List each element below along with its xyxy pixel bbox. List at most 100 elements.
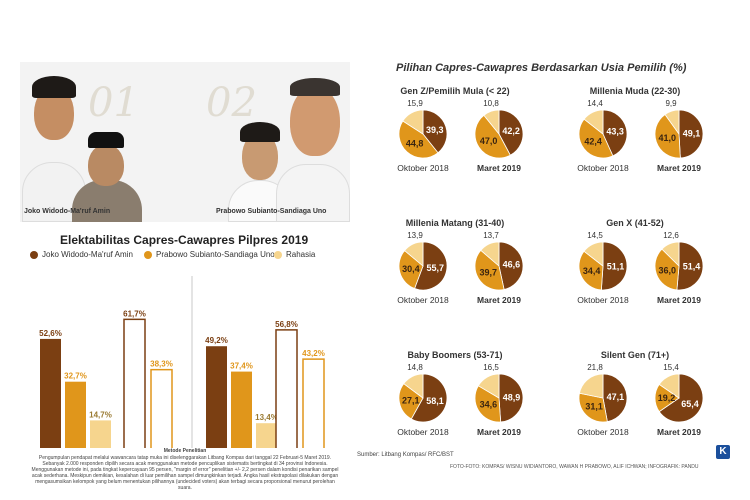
bar-3-1 bbox=[302, 358, 325, 448]
pie-slice-1-1-0 bbox=[678, 109, 704, 159]
pie-slice-4-0-1 bbox=[398, 383, 424, 420]
bar-2-1 bbox=[231, 371, 252, 448]
metode-title: Metode Penelitian bbox=[163, 448, 207, 454]
pie-label-3-1-2: 12,6 bbox=[663, 231, 679, 240]
pie-period-2-0: Oktober 2018 bbox=[397, 295, 449, 305]
pie-label-2-0-0: 55,7 bbox=[427, 263, 445, 273]
pie-label-5-0-2: 21,8 bbox=[587, 363, 603, 372]
bar-label-0-2: 14,7% bbox=[89, 410, 112, 419]
source-note: Sumber: Litbang Kompas/ RFC/BST bbox=[357, 452, 454, 458]
bar-label-3-0: 56,8% bbox=[275, 320, 298, 329]
pie-label-5-1-2: 15,4 bbox=[663, 363, 679, 372]
bar-label-2-1: 37,4% bbox=[230, 362, 253, 371]
pie-slice-0-0-0 bbox=[422, 109, 448, 154]
pie-label-2-1-1: 39,7 bbox=[480, 267, 498, 277]
number-01: 01 bbox=[88, 80, 139, 126]
pie-label-0-1-1: 47,0 bbox=[480, 136, 498, 146]
pie-slice-1-0-0 bbox=[602, 109, 628, 157]
pie-label-1-0-1: 42,4 bbox=[584, 137, 602, 147]
pie-label-2-1-2: 13,7 bbox=[483, 231, 499, 240]
pie-period-1-0: Oktober 2018 bbox=[577, 163, 629, 173]
pie-label-0-0-1: 44,8 bbox=[406, 138, 424, 148]
bar-2-2 bbox=[256, 423, 277, 448]
pie-slice-0-1-0 bbox=[498, 109, 524, 156]
pie-slice-4-1-0 bbox=[498, 373, 524, 423]
bar-0-1 bbox=[65, 381, 86, 448]
pie-slice-3-0-1 bbox=[578, 250, 604, 291]
caption-prabowo-sandiaga: Prabowo Subianto-Sandiaga Uno bbox=[216, 208, 327, 215]
pie-label-0-0-2: 15,9 bbox=[407, 99, 423, 108]
pie-label-3-0-2: 14,5 bbox=[587, 231, 603, 240]
pie-slice-1-1-1 bbox=[654, 113, 681, 159]
pie-label-1-1-1: 41,0 bbox=[658, 133, 676, 143]
legend-label-prabowo: Prabowo Subianto-Sandiaga Uno bbox=[156, 250, 275, 259]
bar-label-3-1: 43,2% bbox=[302, 349, 325, 358]
pie-label-1-1-2: 9,9 bbox=[665, 99, 677, 108]
pie-slice-3-0-2 bbox=[583, 241, 604, 267]
pie-period-4-0: Oktober 2018 bbox=[397, 427, 449, 437]
jokowi-portrait bbox=[20, 62, 90, 222]
pie-slice-4-0-2 bbox=[403, 373, 424, 399]
pie-slice-5-1-2 bbox=[658, 373, 680, 399]
pie-label-3-0-1: 34,4 bbox=[583, 266, 601, 276]
kompas-logo: K bbox=[716, 445, 730, 459]
pie-label-2-0-1: 30,4 bbox=[402, 264, 420, 274]
age-chart-title: Pilihan Capres-Cawapres Berdasarkan Usia… bbox=[396, 62, 687, 74]
pie-slice-5-1-0 bbox=[658, 373, 704, 423]
pie-slice-3-0-0 bbox=[600, 241, 628, 291]
pie-label-4-1-1: 34,6 bbox=[480, 400, 498, 410]
pie-label-5-0-0: 47,1 bbox=[607, 392, 625, 402]
pie-period-5-0: Oktober 2018 bbox=[577, 427, 629, 437]
bar-0-2 bbox=[90, 420, 111, 448]
pie-slice-2-0-2 bbox=[404, 241, 424, 267]
maruf-amin-portrait bbox=[66, 122, 146, 222]
age-group-title-2: Millenia Matang (31-40) bbox=[406, 218, 505, 228]
age-group-title-3: Gen X (41-52) bbox=[606, 218, 664, 228]
bar-1-1 bbox=[150, 368, 173, 448]
pie-slice-3-1-2 bbox=[661, 241, 680, 267]
pie-slice-2-1-1 bbox=[474, 249, 505, 291]
photo-credit: FOTO-FOTO: KOMPAS/ WISNU WIDIANTORO, WAW… bbox=[450, 464, 699, 470]
pie-slice-5-0-2 bbox=[579, 373, 604, 399]
pie-slice-4-1-2 bbox=[477, 373, 500, 399]
pie-label-5-1-1: 19,2 bbox=[658, 393, 676, 403]
age-group-title-4: Baby Boomers (53-71) bbox=[407, 350, 502, 360]
legend-label-rahasia: Rahasia bbox=[286, 250, 316, 259]
elektabilitas-title: Elektabilitas Capres-Cawapres Pilpres 20… bbox=[60, 233, 309, 247]
pie-slice-3-1-1 bbox=[654, 248, 680, 291]
metode-penelitian: Metode Penelitian Pengumpulan pendapat m… bbox=[30, 448, 340, 491]
age-group-title-1: Millenia Muda (22-30) bbox=[590, 86, 681, 96]
pie-label-4-0-0: 58,1 bbox=[426, 396, 444, 406]
age-group-title-0: Gen Z/Pemilih Mula (< 22) bbox=[400, 86, 509, 96]
pie-slice-1-0-2 bbox=[583, 109, 604, 135]
number-02: 02 bbox=[206, 80, 257, 126]
pie-slice-0-0-2 bbox=[402, 109, 424, 135]
pie-label-4-0-1: 27,1 bbox=[402, 396, 420, 406]
pie-label-1-0-0: 43,3 bbox=[606, 126, 624, 136]
candidates-photo: 01 02 Joko Widodo-Ma'ruf Amin Prabowo Su… bbox=[20, 62, 350, 222]
left-panel: 01 02 Joko Widodo-Ma'ruf Amin Prabowo Su… bbox=[20, 62, 350, 491]
pie-slice-5-0-0 bbox=[602, 373, 628, 423]
caption-jokowi-maruf: Joko Widodo-Ma'ruf Amin bbox=[24, 208, 111, 215]
pie-slice-1-1-2 bbox=[664, 109, 680, 136]
bar-label-0-1: 32,7% bbox=[64, 372, 87, 381]
pie-label-5-1-0: 65,4 bbox=[681, 399, 699, 409]
pie-label-3-0-0: 51,1 bbox=[607, 261, 625, 271]
bar-label-2-0: 49,2% bbox=[205, 336, 228, 345]
pie-label-5-0-1: 31,1 bbox=[585, 402, 603, 412]
pie-label-0-1-0: 42,2 bbox=[502, 126, 520, 136]
pie-label-2-1-0: 46,6 bbox=[503, 260, 521, 270]
legend-dot-jokowi bbox=[30, 250, 38, 259]
pie-slice-3-1-0 bbox=[676, 241, 704, 291]
pie-slice-5-0-1 bbox=[578, 392, 608, 423]
pie-label-0-0-0: 39,3 bbox=[426, 125, 444, 135]
pie-label-3-1-1: 36,0 bbox=[659, 265, 677, 275]
pie-slice-4-1-1 bbox=[474, 385, 502, 423]
metode-text: Pengumpulan pendapat melalui wawancara t… bbox=[31, 455, 339, 491]
bar-1-0 bbox=[123, 318, 146, 448]
age-group-title-5: Silent Gen (71+) bbox=[601, 350, 669, 360]
pie-period-1-1: Maret 2019 bbox=[657, 163, 701, 173]
prabowo-portrait bbox=[276, 72, 350, 222]
pie-period-3-0: Oktober 2018 bbox=[577, 295, 629, 305]
pie-slice-0-1-2 bbox=[483, 109, 500, 136]
